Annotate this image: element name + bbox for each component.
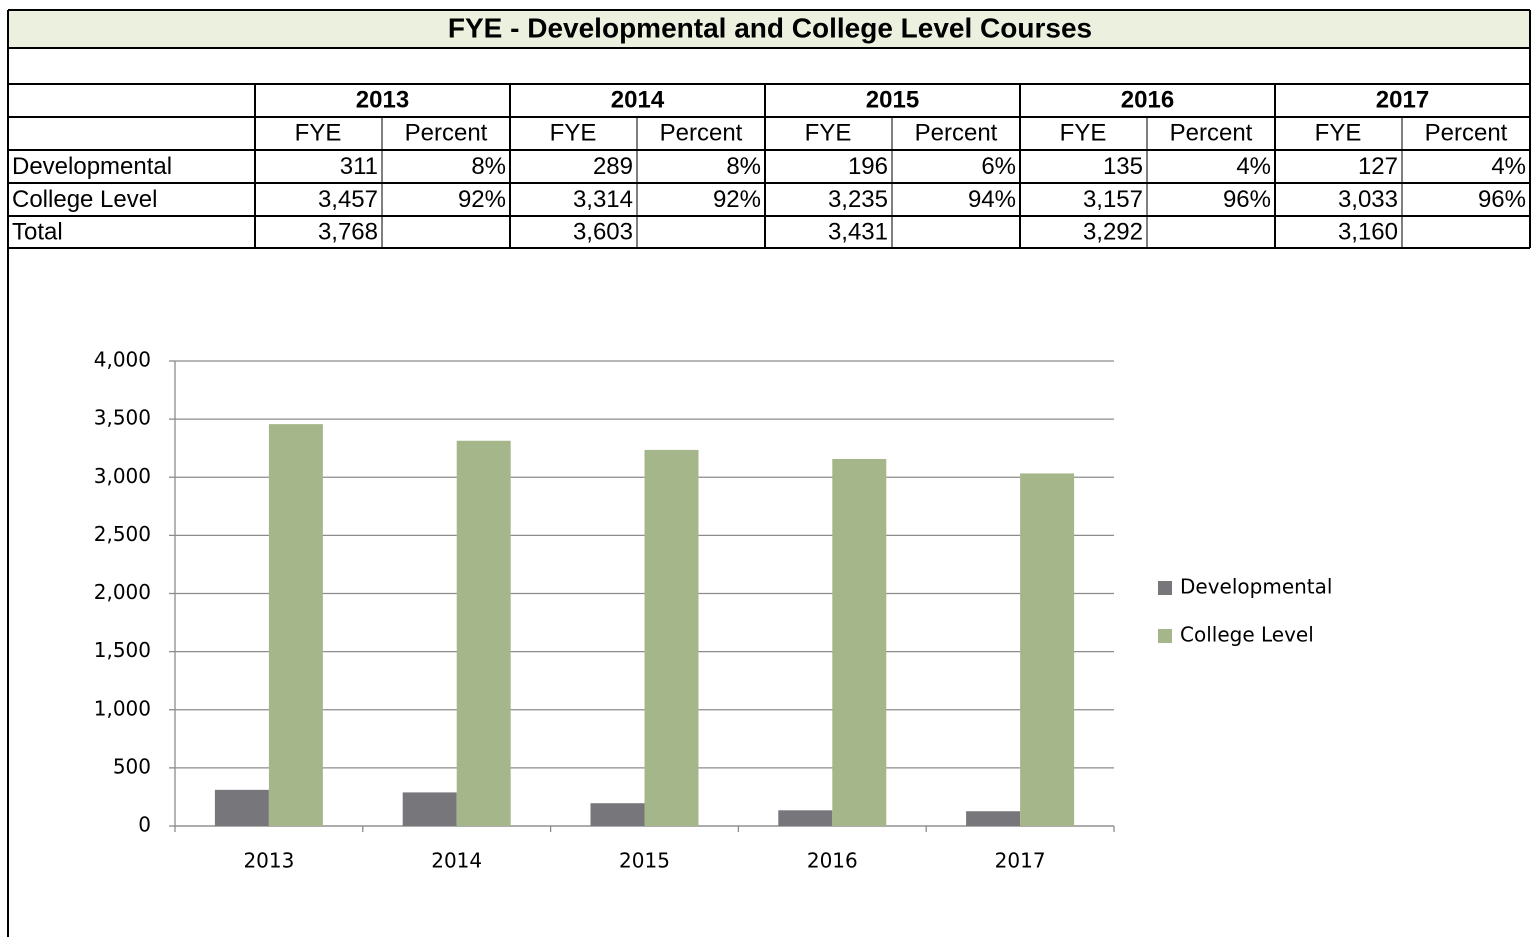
column-header: FYE [1315,119,1362,146]
column-header: FYE [550,119,597,146]
column-header: Percent [1425,119,1508,146]
year-header: 2016 [1121,86,1174,113]
row-label: Total [12,218,63,245]
fye-cell: 311 [340,153,378,180]
percent-cell: 4% [1491,153,1526,180]
fye-cell: 3,292 [1083,218,1143,245]
bar [456,440,511,826]
column-header: Percent [405,119,488,146]
fye-cell: 3,431 [828,218,888,245]
y-tick-label: 2,000 [94,580,151,604]
percent-cell: 4% [1236,153,1271,180]
year-header: 2014 [611,86,665,113]
x-tick-label: 2016 [807,849,858,873]
year-header: 2015 [866,86,919,113]
y-tick-label: 2,500 [94,522,151,546]
year-header: 2017 [1376,86,1429,113]
column-header: Percent [915,119,998,146]
fye-cell: 127 [1358,153,1398,180]
bar [268,424,323,826]
legend-label: College Level [1180,623,1314,647]
title-band [8,10,1530,48]
y-tick-label: 1,500 [94,638,151,662]
row-label: College Level [12,186,157,213]
y-tick-label: 4,000 [94,348,151,372]
row-label: Developmental [12,153,172,180]
percent-cell: 8% [471,153,506,180]
fye-cell: 3,160 [1338,218,1398,245]
y-tick-label: 500 [113,754,151,778]
legend-label: Developmental [1180,575,1332,599]
fye-cell: 3,157 [1083,186,1143,213]
x-tick-label: 2015 [619,849,670,873]
column-header: FYE [805,119,852,146]
year-header: 2013 [356,86,409,113]
percent-cell: 8% [726,153,761,180]
percent-cell: 96% [1478,186,1526,213]
bar [778,810,833,826]
fye-cell: 3,235 [828,186,888,213]
bar [832,458,887,826]
fye-cell: 289 [593,153,633,180]
bar [966,811,1021,826]
x-tick-label: 2013 [243,849,294,873]
legend-swatch [1158,629,1172,643]
x-tick-label: 2014 [431,849,482,873]
legend-swatch [1158,581,1172,595]
y-tick-label: 0 [138,813,151,837]
fye-cell: 3,033 [1338,186,1398,213]
table-title: FYE - Developmental and College Level Co… [448,12,1092,43]
fye-cell: 196 [848,153,888,180]
percent-cell: 92% [458,186,506,213]
bar [644,449,699,826]
fye-cell: 3,457 [318,186,378,213]
chart: 0 500 1,000 1,500 2,000 2,500 3,000 3,500 4,000 2… [94,348,1333,873]
fye-cell: 3,603 [573,218,633,245]
bar [402,792,457,826]
column-header: Percent [1170,119,1253,146]
percent-cell: 6% [981,153,1016,180]
bar [1020,473,1075,826]
x-tick-label: 2017 [995,849,1046,873]
column-header: Percent [660,119,743,146]
fye-cell: 135 [1103,153,1143,180]
percent-cell: 96% [1223,186,1271,213]
y-tick-label: 3,000 [94,464,151,488]
column-header: FYE [1060,119,1107,146]
fye-cell: 3,314 [573,186,633,213]
bar [590,803,645,826]
percent-cell: 92% [713,186,761,213]
column-header: FYE [295,119,342,146]
y-tick-label: 1,000 [94,696,151,720]
percent-cell: 94% [968,186,1016,213]
y-tick-label: 3,500 [94,406,151,430]
fye-cell: 3,768 [318,218,378,245]
bar [214,789,269,826]
